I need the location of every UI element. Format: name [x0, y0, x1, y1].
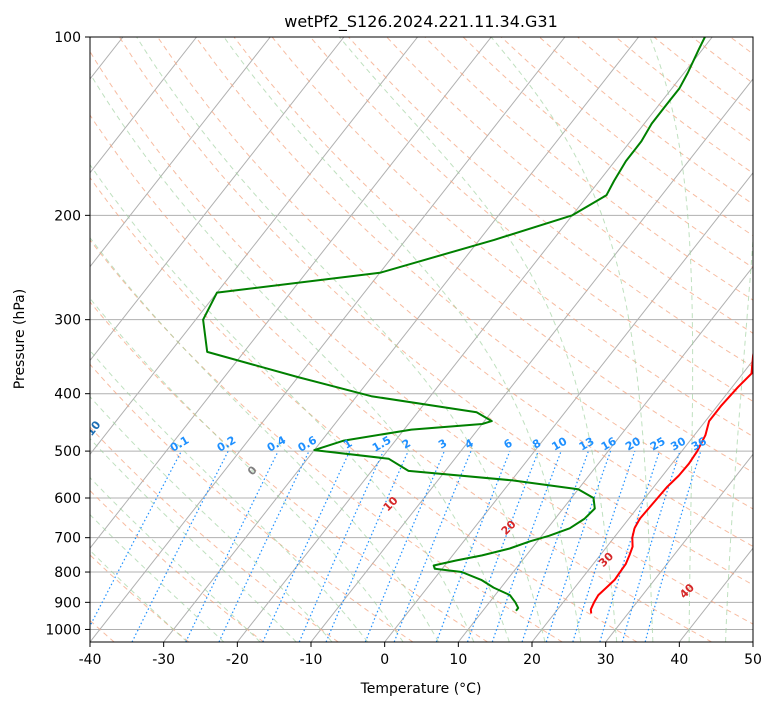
- mixing-ratio-line: [644, 450, 702, 642]
- dry-adiabat-line: [90, 426, 339, 642]
- isotherm-line: [90, 37, 271, 268]
- mixing-ratio-line: [435, 450, 511, 642]
- isotherm-line: [310, 78, 753, 642]
- y-tick-label: 800: [54, 565, 81, 581]
- mixing-ratio-line: [298, 450, 384, 642]
- dry-adiabat-line: [90, 114, 712, 642]
- dry-adiabat-line: [157, 37, 753, 548]
- mixing-ratio-line: [599, 450, 661, 642]
- mixing-ratio-line: [325, 450, 409, 642]
- x-tick-label: -40: [79, 652, 102, 668]
- y-tick-label: 600: [54, 491, 81, 507]
- y-tick-label: 200: [54, 208, 81, 224]
- y-axis-ticks: 100 200 300 400 500 600 700 800 900 1000: [45, 30, 90, 638]
- isotherm-line: [90, 37, 566, 642]
- dry-adiabat-line: [424, 37, 753, 301]
- mixing-ratio-line: [393, 450, 472, 642]
- plot-area: 0.10.20.40.611.52346810131620253036-100-…: [90, 37, 753, 642]
- y-tick-label: 700: [54, 531, 81, 547]
- dry-adiabat-line: [233, 37, 753, 473]
- isotherm-line: [457, 265, 753, 642]
- isotherm-line: [236, 37, 713, 642]
- mixing-ratio-line: [521, 450, 589, 642]
- x-axis-ticks: -40 -30 -20 -10 0 10 20 30 40 50: [79, 642, 762, 668]
- isotherm-line: [531, 359, 753, 642]
- dry-adiabat-line: [90, 301, 488, 642]
- y-tick-label: 400: [54, 387, 81, 403]
- y-tick-label: 100: [54, 30, 81, 46]
- moist-adiabat-line: [90, 236, 439, 642]
- mixing-ratio-line: [364, 450, 445, 642]
- y-tick-label: 300: [54, 313, 81, 329]
- profile-lines: [202, 37, 753, 614]
- dry-adiabat-line: [90, 554, 190, 642]
- dewpoint-profile: [202, 37, 706, 612]
- x-tick-label: -10: [300, 652, 323, 668]
- dry-adiabat-line: [90, 239, 563, 642]
- x-tick-label: 10: [449, 652, 467, 668]
- isotherm-line: [90, 37, 197, 174]
- moist-adiabat-line: [725, 233, 753, 642]
- isotherm-line: [384, 171, 753, 642]
- dry-adiabat-line: [195, 37, 753, 510]
- moist-adiabat-line: [136, 37, 546, 642]
- mixing-ratio-line: [491, 450, 562, 642]
- background-lines: [90, 37, 753, 642]
- x-tick-label: 0: [380, 652, 389, 668]
- moist-adiabat-line: [90, 163, 475, 642]
- mixing-ratio-line: [572, 450, 636, 642]
- x-tick-label: -30: [152, 652, 175, 668]
- dry-adiabat-line: [90, 363, 414, 642]
- x-tick-label: 30: [597, 652, 615, 668]
- dry-adiabat-line: [90, 176, 638, 642]
- y-axis-title: Pressure (hPa): [12, 289, 28, 389]
- x-tick-label: -20: [226, 652, 249, 668]
- isotherm-line: [90, 37, 345, 362]
- mixing-ratio-line: [545, 450, 612, 642]
- y-tick-label: 500: [54, 444, 81, 460]
- temperature-profile: [589, 350, 753, 614]
- mixing-ratio-line: [621, 450, 681, 642]
- plot-frame: [89, 36, 754, 643]
- dry-adiabat-line: [348, 37, 753, 368]
- chart-title: wetPf2_S126.2024.221.11.34.G31: [284, 12, 558, 32]
- x-axis-title: Temperature (°C): [360, 681, 482, 697]
- y-tick-label: 1000: [45, 622, 81, 638]
- moist-adiabat-line: [90, 396, 333, 642]
- moist-adiabat-line: [90, 349, 369, 642]
- moist-adiabat-line: [90, 72, 510, 642]
- dry-adiabat-line: [90, 489, 264, 642]
- isotherm-line: [163, 37, 639, 642]
- moist-adiabat-line: [339, 37, 618, 642]
- dry-adiabat-line: [118, 37, 753, 586]
- x-tick-label: 40: [670, 652, 688, 668]
- mixing-ratio-line: [131, 450, 229, 642]
- x-tick-label: 50: [744, 652, 762, 668]
- dry-adiabat-line: [271, 37, 753, 438]
- isotherm-line: [90, 37, 418, 456]
- isotherm-line: [90, 37, 492, 549]
- moist-adiabat-line: [649, 37, 694, 642]
- y-tick-label: 900: [54, 595, 81, 611]
- mixing-ratio-line: [466, 450, 539, 642]
- moist-adiabat-line: [490, 37, 654, 642]
- isotherm-line: [605, 453, 753, 642]
- x-tick-label: 20: [523, 652, 541, 668]
